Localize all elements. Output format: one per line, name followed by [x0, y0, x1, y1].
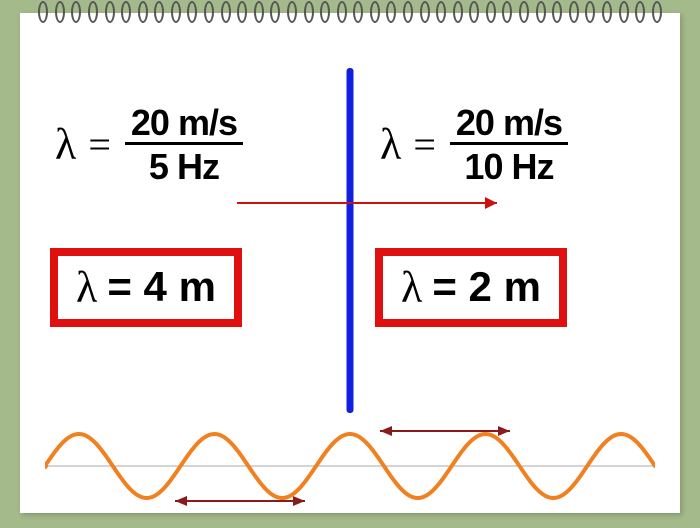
denominator-right: 10 Hz — [464, 145, 553, 187]
lambda-symbol: λ — [380, 119, 401, 170]
wave-svg — [45, 413, 655, 523]
denominator-left: 5 Hz — [149, 145, 219, 187]
equation-right: λ = 20 m/s 10 Hz — [380, 103, 568, 187]
diagram-content: λ = 20 m/s 5 Hz λ = 20 m/s 10 Hz λ = 4 m… — [20, 33, 680, 513]
fraction-right: 20 m/s 10 Hz — [450, 103, 568, 187]
equals-sign: = — [413, 121, 436, 168]
lambda-symbol: λ — [55, 119, 76, 170]
fraction-left: 20 m/s 5 Hz — [125, 103, 243, 187]
wave-diagram — [45, 413, 655, 523]
numerator-left: 20 m/s — [125, 103, 243, 146]
lambda-symbol: λ — [401, 262, 422, 313]
result-left-box: λ = 4 m — [50, 248, 242, 327]
notepad-page: λ = 20 m/s 5 Hz λ = 20 m/s 10 Hz λ = 4 m… — [20, 13, 680, 513]
result-right-box: λ = 2 m — [375, 248, 567, 327]
result-right-text: = 2 m — [432, 263, 541, 311]
equation-left: λ = 20 m/s 5 Hz — [55, 103, 243, 187]
result-left-text: = 4 m — [107, 263, 216, 311]
vertical-divider — [347, 68, 354, 413]
transition-arrow — [232, 188, 512, 218]
numerator-right: 20 m/s — [450, 103, 568, 146]
spiral-binding — [20, 1, 680, 25]
lambda-symbol: λ — [76, 262, 97, 313]
equals-sign: = — [88, 121, 111, 168]
